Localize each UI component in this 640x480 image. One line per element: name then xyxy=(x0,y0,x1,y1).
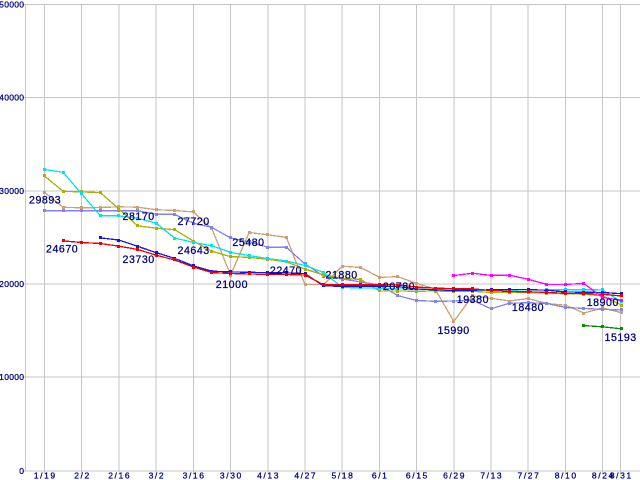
svg-text:18480: 18480 xyxy=(512,302,544,314)
svg-text:8/24: 8/24 xyxy=(592,470,615,480)
svg-text:15990: 15990 xyxy=(438,325,470,337)
svg-text:21000: 21000 xyxy=(216,279,248,291)
svg-text:21880: 21880 xyxy=(326,269,358,281)
svg-text:5/18: 5/18 xyxy=(332,470,355,480)
svg-text:7/27: 7/27 xyxy=(518,470,541,480)
svg-text:1/19: 1/19 xyxy=(34,470,57,480)
svg-text:0: 0 xyxy=(19,466,24,476)
svg-text:29893: 29893 xyxy=(29,195,61,207)
svg-text:40000: 40000 xyxy=(0,93,24,103)
svg-text:25480: 25480 xyxy=(232,237,264,249)
svg-text:6/1: 6/1 xyxy=(372,470,389,480)
svg-text:3/16: 3/16 xyxy=(183,470,206,480)
svg-text:2/2: 2/2 xyxy=(74,470,91,480)
svg-text:28170: 28170 xyxy=(123,211,155,223)
svg-text:7/13: 7/13 xyxy=(480,470,503,480)
svg-text:4/27: 4/27 xyxy=(294,470,317,480)
svg-text:19380: 19380 xyxy=(457,294,489,306)
svg-text:18900: 18900 xyxy=(587,297,619,309)
svg-text:2/16: 2/16 xyxy=(108,470,131,480)
svg-text:22470: 22470 xyxy=(270,265,302,277)
svg-text:50000: 50000 xyxy=(0,0,24,10)
svg-text:10000: 10000 xyxy=(0,372,24,382)
svg-text:30000: 30000 xyxy=(0,186,24,196)
svg-text:24670: 24670 xyxy=(46,243,78,255)
svg-text:8/10: 8/10 xyxy=(555,470,578,480)
svg-text:15193: 15193 xyxy=(605,332,637,344)
svg-text:6/15: 6/15 xyxy=(406,470,429,480)
svg-text:27720: 27720 xyxy=(178,216,210,228)
svg-text:23730: 23730 xyxy=(123,254,155,266)
svg-text:20780: 20780 xyxy=(383,281,415,293)
svg-text:8/31: 8/31 xyxy=(610,470,633,480)
svg-text:20000: 20000 xyxy=(0,279,24,289)
svg-text:3/2: 3/2 xyxy=(149,470,166,480)
svg-text:4/13: 4/13 xyxy=(257,470,280,480)
svg-text:24643: 24643 xyxy=(178,245,210,257)
svg-text:3/30: 3/30 xyxy=(220,470,243,480)
svg-text:6/29: 6/29 xyxy=(443,470,466,480)
